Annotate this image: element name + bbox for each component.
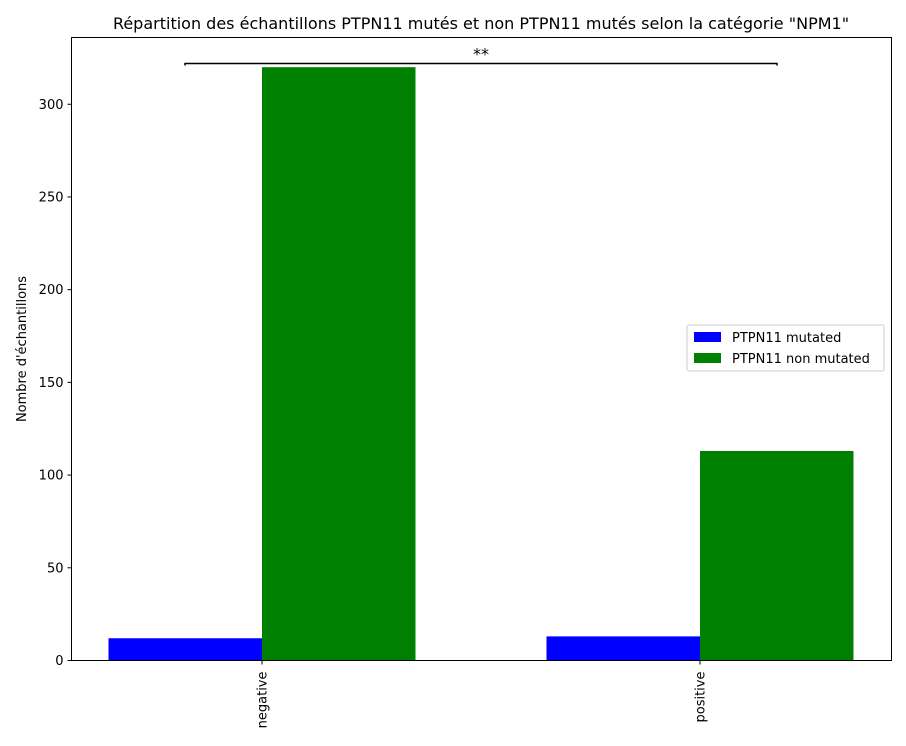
chart-title: Répartition des échantillons PTPN11 muté… bbox=[113, 14, 849, 33]
y-axis: 0 50 100 150 200 250 300 bbox=[39, 98, 72, 669]
x-tick-label-positive: positive bbox=[694, 672, 709, 723]
y-tick-label: 300 bbox=[39, 98, 64, 113]
plot-frame bbox=[71, 37, 892, 661]
bar-ptpn11-mutated-positive bbox=[546, 636, 700, 661]
y-tick-label: 200 bbox=[39, 283, 64, 298]
legend-box bbox=[686, 324, 885, 372]
x-axis: negative positive bbox=[256, 660, 709, 729]
y-tick-label: 250 bbox=[39, 190, 64, 205]
legend-label: PTPN11 mutated bbox=[732, 331, 841, 346]
bars-group bbox=[108, 67, 854, 661]
legend-label: PTPN11 non mutated bbox=[732, 352, 870, 367]
y-tick-label: 0 bbox=[55, 654, 63, 669]
x-tick-label-negative: negative bbox=[256, 672, 271, 729]
significance-bracket bbox=[184, 62, 778, 66]
legend-swatch bbox=[694, 332, 721, 342]
significance-label: ** bbox=[473, 44, 489, 63]
legend: PTPN11 mutated PTPN11 non mutated bbox=[686, 324, 885, 372]
significance-annotation: ** bbox=[184, 44, 778, 66]
bar-ptpn11-non-mutated-negative bbox=[262, 67, 416, 661]
y-tick-label: 100 bbox=[39, 469, 64, 484]
bar-ptpn11-mutated-negative bbox=[108, 638, 262, 661]
y-tick-label: 150 bbox=[39, 376, 64, 391]
bar-ptpn11-non-mutated-positive bbox=[700, 450, 854, 661]
y-tick-label: 50 bbox=[47, 561, 64, 576]
y-axis-label: Nombre d'échantillons bbox=[15, 276, 30, 422]
legend-swatch bbox=[694, 353, 721, 363]
